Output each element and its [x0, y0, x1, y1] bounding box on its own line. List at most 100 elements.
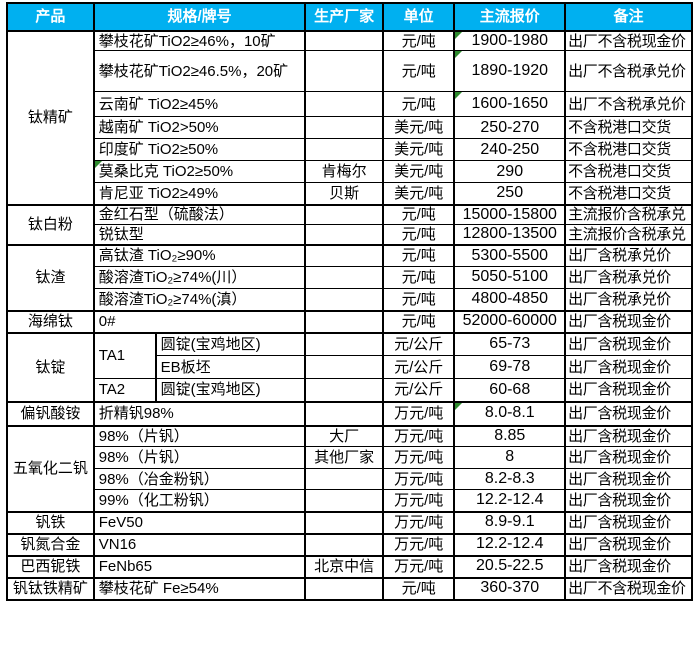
cell-spec[interactable]: 酸溶渣TiO₂≥74%(滇） — [92, 288, 307, 312]
cell-mfr[interactable] — [304, 138, 384, 162]
cell-price[interactable]: 12800-13500 — [453, 224, 567, 246]
cell-note[interactable]: 主流报价含税承兑 — [564, 224, 693, 246]
cell-price[interactable]: 20.5-22.5 — [453, 554, 567, 579]
cell-mfr[interactable]: 北京中信 — [304, 554, 384, 579]
cell-product[interactable]: 巴西铌铁 — [6, 554, 95, 579]
cell-note[interactable]: 出厂含税现金价 — [564, 532, 693, 557]
cell-unit[interactable]: 元/吨 — [381, 30, 456, 52]
cell-note[interactable]: 出厂含税现金价 — [564, 355, 693, 380]
cell-mfr[interactable]: 大厂 — [304, 424, 384, 448]
cell-price[interactable]: 1900-1980 — [453, 30, 567, 52]
column-header-manufacturer[interactable]: 生产厂家 — [304, 2, 384, 32]
cell-unit[interactable]: 元/吨 — [381, 224, 456, 246]
cell-product[interactable]: 海绵钛 — [6, 309, 95, 334]
cell-spec[interactable]: 98%（冶金粉钒） — [92, 468, 307, 491]
cell-mfr[interactable] — [304, 30, 384, 52]
cell-product[interactable]: 五氧化二钒 — [6, 424, 95, 513]
cell-note[interactable]: 出厂含税承兑价 — [564, 243, 693, 268]
cell-mfr[interactable] — [304, 355, 384, 380]
cell-unit[interactable]: 元/吨 — [381, 50, 456, 93]
cell-unit[interactable]: 元/吨 — [381, 288, 456, 312]
cell-unit[interactable]: 美元/吨 — [381, 116, 456, 140]
cell-mfr[interactable] — [304, 243, 384, 268]
cell-note[interactable]: 主流报价含税承兑 — [564, 203, 693, 226]
cell-specb[interactable]: 圆锭(宝鸡地区) — [154, 331, 307, 357]
cell-note[interactable]: 出厂含税现金价 — [564, 489, 693, 513]
cell-note[interactable]: 出厂不含税承兑价 — [564, 50, 693, 93]
cell-unit[interactable]: 元/公斤 — [381, 331, 456, 357]
cell-unit[interactable]: 美元/吨 — [381, 138, 456, 162]
cell-unit[interactable]: 元/吨 — [381, 203, 456, 226]
cell-mfr[interactable] — [304, 266, 384, 290]
column-header-spec[interactable]: 规格/牌号 — [92, 2, 307, 32]
cell-spec[interactable]: 攀枝花矿 Fe≥54% — [92, 576, 307, 601]
cell-unit[interactable]: 万元/吨 — [381, 489, 456, 513]
cell-mfr[interactable] — [304, 50, 384, 93]
cell-spec[interactable]: 98%（片钒） — [92, 424, 307, 448]
cell-product[interactable]: 钒铁 — [6, 510, 95, 535]
cell-note[interactable]: 出厂含税现金价 — [564, 309, 693, 334]
cell-price[interactable]: 69-78 — [453, 355, 567, 380]
cell-unit[interactable]: 元/吨 — [381, 309, 456, 334]
cell-note[interactable]: 出厂不含税现金价 — [564, 576, 693, 601]
cell-unit[interactable]: 元/公斤 — [381, 378, 456, 403]
cell-price[interactable]: 15000-15800 — [453, 203, 567, 226]
cell-price[interactable]: 1600-1650 — [453, 91, 567, 118]
cell-price[interactable]: 8.2-8.3 — [453, 468, 567, 491]
cell-unit[interactable]: 万元/吨 — [381, 468, 456, 491]
cell-mfr[interactable]: 贝斯 — [304, 182, 384, 206]
cell-unit[interactable]: 元/吨 — [381, 243, 456, 268]
cell-product[interactable]: 钛渣 — [6, 243, 95, 312]
cell-price[interactable]: 360-370 — [453, 576, 567, 601]
cell-note[interactable]: 出厂含税现金价 — [564, 510, 693, 535]
cell-spec[interactable]: 印度矿 TiO2≥50% — [92, 138, 307, 162]
cell-spec[interactable]: 0# — [92, 309, 307, 334]
cell-unit[interactable]: 万元/吨 — [381, 532, 456, 557]
cell-mfr[interactable] — [304, 224, 384, 246]
cell-specb[interactable]: EB板坯 — [154, 355, 307, 380]
cell-mfr[interactable] — [304, 309, 384, 334]
cell-spec[interactable]: 折精钒98% — [92, 400, 307, 427]
cell-price[interactable]: 52000-60000 — [453, 309, 567, 334]
cell-note[interactable]: 不含税港口交货 — [564, 182, 693, 206]
cell-product[interactable]: 钒钛铁精矿 — [6, 576, 95, 601]
cell-price[interactable]: 12.2-12.4 — [453, 532, 567, 557]
cell-mfr[interactable] — [304, 203, 384, 226]
cell-specb[interactable]: 圆锭(宝鸡地区) — [154, 378, 307, 403]
cell-price[interactable]: 8.9-9.1 — [453, 510, 567, 535]
cell-product[interactable]: 钛白粉 — [6, 203, 95, 246]
cell-note[interactable]: 出厂不含税现金价 — [564, 30, 693, 52]
cell-speca[interactable]: TA1 — [92, 331, 157, 380]
cell-unit[interactable]: 元/公斤 — [381, 355, 456, 380]
cell-price[interactable]: 1890-1920 — [453, 50, 567, 93]
cell-spec[interactable]: 99%（化工粉钒） — [92, 489, 307, 513]
cell-price[interactable]: 8.85 — [453, 424, 567, 448]
cell-unit[interactable]: 万元/吨 — [381, 554, 456, 579]
cell-spec[interactable]: 云南矿 TiO2≥45% — [92, 91, 307, 118]
cell-mfr[interactable]: 其他厂家 — [304, 446, 384, 470]
cell-product[interactable]: 偏钒酸铵 — [6, 400, 95, 427]
cell-spec[interactable]: 攀枝花矿TiO2≥46%，10矿 — [92, 30, 307, 52]
cell-spec[interactable]: VN16 — [92, 532, 307, 557]
cell-product[interactable]: 钛精矿 — [6, 30, 95, 206]
cell-mfr[interactable] — [304, 331, 384, 357]
cell-unit[interactable]: 万元/吨 — [381, 510, 456, 535]
cell-mfr[interactable] — [304, 400, 384, 427]
cell-spec[interactable]: 肯尼亚 TiO2≥49% — [92, 182, 307, 206]
cell-unit[interactable]: 万元/吨 — [381, 446, 456, 470]
cell-price[interactable]: 12.2-12.4 — [453, 489, 567, 513]
column-header-price[interactable]: 主流报价 — [453, 2, 567, 32]
cell-note[interactable]: 出厂含税现金价 — [564, 378, 693, 403]
cell-note[interactable]: 出厂含税现金价 — [564, 424, 693, 448]
cell-spec[interactable]: FeV50 — [92, 510, 307, 535]
cell-unit[interactable]: 元/吨 — [381, 576, 456, 601]
cell-note[interactable]: 出厂含税现金价 — [564, 468, 693, 491]
cell-price[interactable]: 240-250 — [453, 138, 567, 162]
cell-unit[interactable]: 美元/吨 — [381, 182, 456, 206]
cell-spec[interactable]: 高钛渣 TiO₂≥90% — [92, 243, 307, 268]
cell-note[interactable]: 不含税港口交货 — [564, 138, 693, 162]
cell-price[interactable]: 60-68 — [453, 378, 567, 403]
cell-price[interactable]: 65-73 — [453, 331, 567, 357]
cell-mfr[interactable] — [304, 510, 384, 535]
cell-price[interactable]: 4800-4850 — [453, 288, 567, 312]
